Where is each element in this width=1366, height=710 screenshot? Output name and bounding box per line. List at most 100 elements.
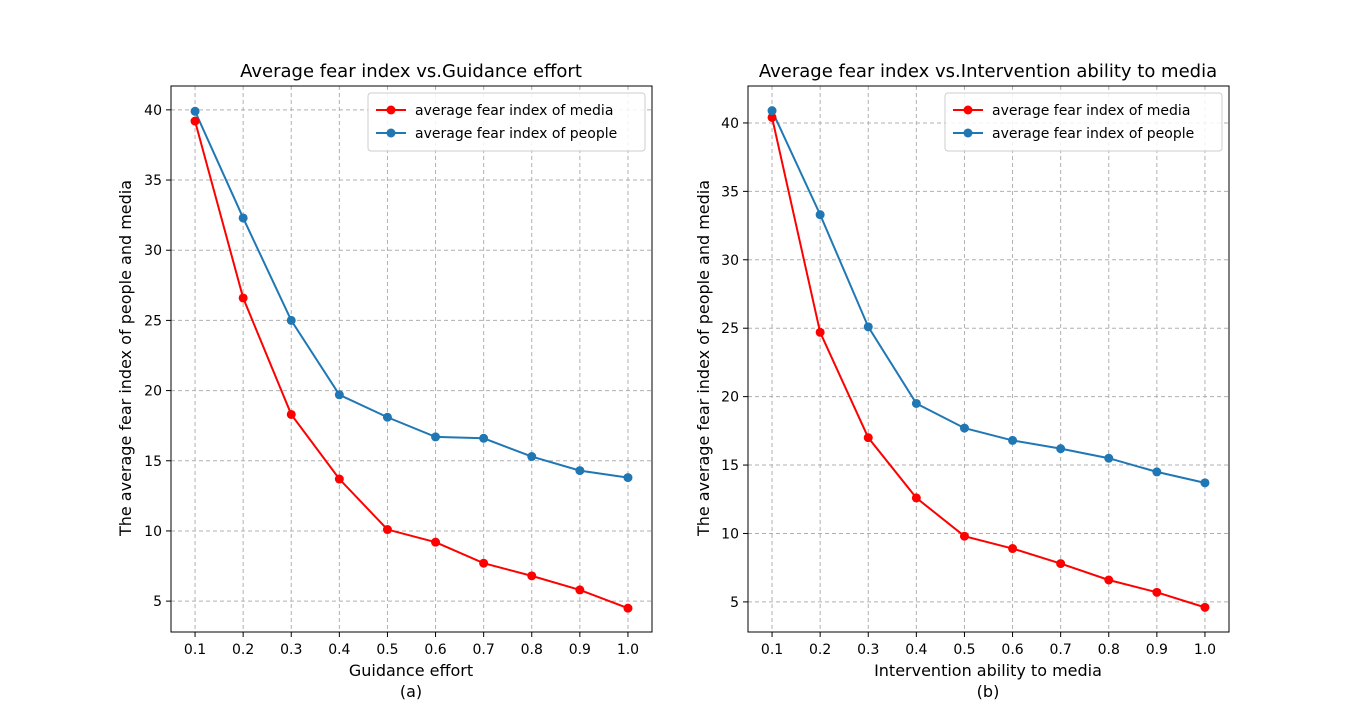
series-line-media bbox=[194, 120, 629, 610]
chart-title: Average fear index vs.Intervention abili… bbox=[759, 61, 1217, 82]
data-point bbox=[286, 409, 296, 419]
data-point bbox=[286, 315, 296, 325]
legend-marker bbox=[386, 128, 396, 138]
legend-label: average fear index of media bbox=[415, 103, 613, 119]
data-point bbox=[334, 390, 344, 400]
chart-panel-b: Average fear index vs.Intervention abili… bbox=[694, 61, 1230, 701]
data-point bbox=[1008, 544, 1018, 554]
data-point bbox=[959, 423, 969, 433]
x-tick-label: 0.9 bbox=[1146, 642, 1168, 658]
x-axis-ticks: 0.1 0.2 0.3 0.4 0.5 0.6 0.7 0.8 0.9 1.0 bbox=[184, 632, 639, 658]
plot-frame bbox=[170, 85, 653, 633]
data-point bbox=[238, 293, 248, 303]
legend-item: average fear index of media bbox=[376, 103, 613, 119]
data-point bbox=[815, 210, 825, 220]
legend-box bbox=[944, 92, 1223, 152]
y-tick-label: 25 bbox=[721, 321, 739, 337]
data-point bbox=[767, 106, 777, 116]
chart-panel-a: Average fear index vs.Guidance effort 0.… bbox=[116, 61, 653, 701]
data-point bbox=[911, 398, 921, 408]
data-point bbox=[1104, 453, 1114, 463]
legend-item: average fear index of media bbox=[953, 103, 1190, 119]
data-point bbox=[959, 531, 969, 541]
x-tick-label: 0.3 bbox=[857, 642, 879, 658]
data-point bbox=[190, 106, 200, 116]
x-tick-label: 0.2 bbox=[232, 642, 254, 658]
data-point bbox=[623, 603, 633, 613]
grid bbox=[748, 86, 1229, 632]
x-tick-label: 0.1 bbox=[761, 642, 783, 658]
legend: average fear index of media average fear … bbox=[367, 92, 646, 152]
series-line-media bbox=[771, 117, 1206, 609]
data-point bbox=[479, 558, 489, 568]
y-tick-label: 20 bbox=[144, 384, 162, 400]
series-lines bbox=[194, 110, 629, 610]
x-tick-label: 0.6 bbox=[424, 642, 446, 658]
y-tick-label: 40 bbox=[144, 103, 162, 119]
data-point bbox=[575, 466, 585, 476]
y-axis-label: The average fear index of people and med… bbox=[116, 180, 135, 537]
data-point bbox=[911, 493, 921, 503]
y-tick-label: 10 bbox=[144, 524, 162, 540]
x-tick-label: 0.9 bbox=[569, 642, 591, 658]
y-tick-label: 40 bbox=[721, 116, 739, 132]
series-markers bbox=[190, 106, 633, 613]
series-line-people bbox=[194, 110, 629, 479]
data-point bbox=[382, 412, 392, 422]
x-tick-label: 0.5 bbox=[376, 642, 398, 658]
data-point bbox=[767, 112, 777, 122]
y-axis-ticks: 5 10 15 20 25 30 35 40 bbox=[721, 116, 748, 611]
legend-marker bbox=[386, 105, 396, 115]
y-tick-label: 35 bbox=[721, 184, 739, 200]
legend-item: average fear index of people bbox=[376, 126, 617, 142]
series-markers bbox=[767, 106, 1210, 612]
data-point bbox=[575, 585, 585, 595]
x-tick-label: 0.4 bbox=[328, 642, 350, 658]
y-tick-label: 5 bbox=[153, 594, 162, 610]
data-point bbox=[1008, 435, 1018, 445]
data-point bbox=[382, 525, 392, 535]
series-lines bbox=[771, 110, 1206, 609]
data-point bbox=[863, 322, 873, 332]
series-line-people bbox=[771, 110, 1206, 484]
data-point bbox=[1200, 478, 1210, 488]
x-tick-label: 1.0 bbox=[617, 642, 639, 658]
data-point bbox=[238, 213, 248, 223]
data-point bbox=[334, 474, 344, 484]
data-point bbox=[527, 571, 537, 581]
data-point bbox=[1104, 575, 1114, 585]
data-point bbox=[431, 432, 441, 442]
x-tick-label: 0.6 bbox=[1001, 642, 1023, 658]
y-tick-label: 35 bbox=[144, 173, 162, 189]
data-point bbox=[1056, 559, 1066, 569]
data-point bbox=[815, 327, 825, 337]
x-tick-label: 0.7 bbox=[473, 642, 495, 658]
data-point bbox=[1200, 602, 1210, 612]
plot-frame bbox=[747, 85, 1230, 633]
legend-marker bbox=[963, 128, 973, 138]
data-point bbox=[190, 116, 200, 126]
data-point bbox=[1152, 467, 1162, 477]
x-tick-label: 0.4 bbox=[905, 642, 927, 658]
y-axis-ticks: 5 10 15 20 25 30 35 40 bbox=[144, 103, 171, 610]
x-tick-label: 0.2 bbox=[809, 642, 831, 658]
x-tick-label: 0.8 bbox=[1098, 642, 1120, 658]
x-axis-label: Intervention ability to media bbox=[874, 661, 1102, 680]
data-point bbox=[1152, 587, 1162, 597]
legend-marker bbox=[963, 105, 973, 115]
legend-box bbox=[367, 92, 646, 152]
legend-label: average fear index of media bbox=[992, 103, 1190, 119]
y-tick-label: 30 bbox=[721, 253, 739, 269]
x-axis-label: Guidance effort bbox=[349, 661, 473, 680]
data-point bbox=[479, 433, 489, 443]
y-tick-label: 5 bbox=[730, 595, 739, 611]
y-tick-label: 30 bbox=[144, 243, 162, 259]
y-tick-label: 15 bbox=[144, 454, 162, 470]
legend-label: average fear index of people bbox=[992, 126, 1194, 142]
data-point bbox=[623, 473, 633, 483]
data-point bbox=[863, 433, 873, 443]
y-tick-label: 15 bbox=[721, 458, 739, 474]
y-tick-label: 20 bbox=[721, 390, 739, 406]
panel-caption: (a) bbox=[400, 682, 422, 701]
